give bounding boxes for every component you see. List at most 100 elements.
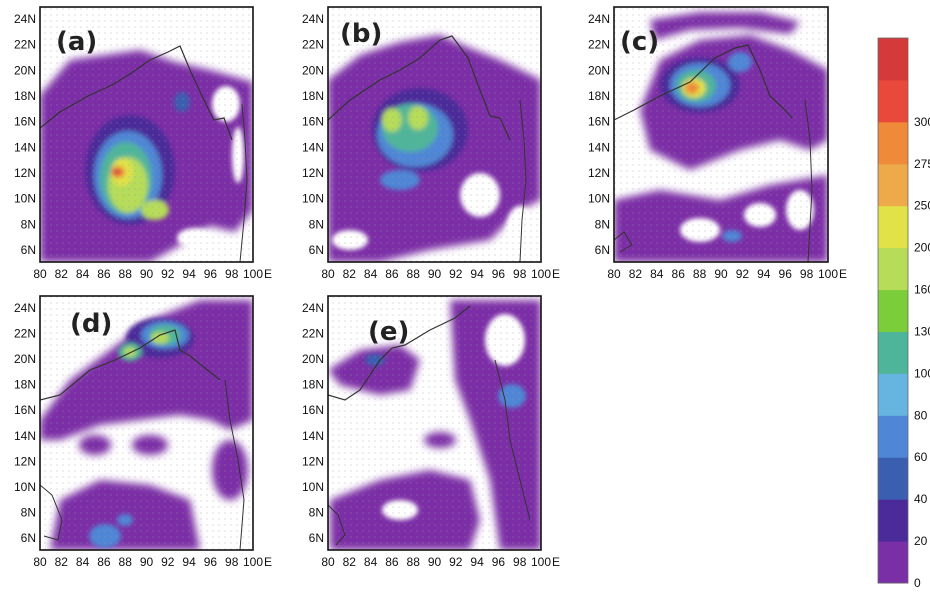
colorbar-label: 60 [914, 450, 928, 464]
lon-tick-label: 100 [531, 267, 551, 281]
panel-a-label: (a) [56, 27, 97, 57]
colorbar-segment [878, 205, 908, 249]
panel-b-frame [327, 6, 542, 263]
colorbar-segment [878, 247, 908, 291]
colorbar-segment [878, 121, 908, 165]
lon-tick-label: 96 [204, 267, 218, 281]
lon-tick-label: 86 [672, 267, 686, 281]
lat-tick-label: 22N [14, 38, 36, 52]
lat-tick-label: 18N [588, 89, 610, 103]
lon-tick-label: 92 [161, 267, 175, 281]
panel-b-field [328, 7, 541, 262]
lon-tick-label: 100 [531, 555, 551, 569]
lon-tick-label: 82 [343, 555, 357, 569]
lon-tick-label: 80 [607, 267, 621, 281]
lon-tick-label: 84 [76, 267, 90, 281]
lat-tick-label: 8N [595, 217, 610, 231]
colorbar-segment [878, 38, 908, 81]
lon-tick-label: 80 [33, 267, 47, 281]
lon-tick-label: 84 [76, 555, 90, 569]
lon-tick-label: 88 [119, 267, 133, 281]
lon-tick-label: 88 [119, 555, 133, 569]
lat-tick-label: 12N [14, 454, 36, 468]
lat-tick-label: 20N [302, 352, 324, 366]
lat-tick-label: 16N [302, 403, 324, 417]
lon-tick-label: 92 [736, 267, 750, 281]
lon-tick-label: 96 [492, 555, 506, 569]
axis-ticks: 80 82 84 86 88 90 92 94 96 98 100 E24N22N20N18N16N1… [14, 12, 847, 569]
lon-tick-label: 80 [33, 555, 47, 569]
lon-tick-label: 86 [385, 267, 399, 281]
colorbar-segment [878, 289, 908, 332]
lon-tick-label: 84 [364, 267, 378, 281]
lat-tick-label: 14N [14, 140, 36, 154]
lat-tick-label: 6N [595, 243, 610, 257]
lat-tick-label: 6N [309, 531, 324, 545]
lat-tick-label: 14N [302, 429, 324, 443]
lat-tick-label: 12N [302, 454, 324, 468]
lat-tick-label: 22N [14, 327, 36, 341]
lon-tick-label: 86 [97, 555, 111, 569]
lon-tick-label: 90 [428, 555, 442, 569]
lon-tick-label: 94 [757, 267, 771, 281]
colorbar-label: 250 [914, 199, 930, 213]
lat-tick-label: 6N [21, 531, 36, 545]
lon-tick-label: 94 [470, 267, 484, 281]
lon-tick-label: 94 [182, 555, 196, 569]
panel-e-frame [327, 295, 542, 551]
lat-tick-label: 20N [14, 352, 36, 366]
lon-tick-label: 98 [225, 555, 239, 569]
lat-tick-label: 16N [302, 115, 324, 129]
colorbar: 0 20 40 60 80 100 130 160 200 250 275 300 [877, 37, 930, 590]
lon-tick-label: 90 [714, 267, 728, 281]
lon-tick-label: 96 [204, 555, 218, 569]
coastline [614, 44, 793, 121]
colorbar-label: 130 [914, 324, 930, 338]
panel-b-label: (b) [340, 19, 382, 49]
panel-d-label: (d) [70, 309, 112, 339]
panel-a-field [40, 7, 253, 262]
lon-tick-label: 98 [513, 555, 527, 569]
panel-c: (c) [613, 6, 829, 263]
coastline [328, 305, 471, 401]
panel-e-field [328, 296, 541, 550]
lon-tick-label: 94 [470, 555, 484, 569]
lon-tick-label: 100 [243, 555, 263, 569]
lat-tick-label: 6N [309, 243, 324, 257]
panel-d-field [40, 296, 253, 550]
panel-d-frame [39, 295, 254, 551]
lon-tick-label: 86 [97, 267, 111, 281]
colorbar-frame [877, 37, 909, 584]
colorbar-label: 275 [914, 157, 930, 171]
panel-c-label: (c) [620, 27, 659, 57]
lon-tick-label: 80 [321, 267, 335, 281]
lat-tick-label: 14N [302, 140, 324, 154]
lat-tick-label: 22N [302, 38, 324, 52]
coastline [40, 329, 221, 401]
panel-d: (d) [39, 295, 254, 551]
lon-tick-label: 92 [449, 555, 463, 569]
lon-tick-label: 82 [55, 267, 69, 281]
lat-tick-label: 18N [302, 378, 324, 392]
panel-a: (a) [39, 6, 254, 263]
lat-tick-label: 22N [588, 38, 610, 52]
lon-tick-label: 98 [800, 267, 814, 281]
lat-tick-label: 16N [588, 115, 610, 129]
lat-tick-label: 12N [14, 166, 36, 180]
lat-tick-label: 12N [588, 166, 610, 180]
lat-tick-label: 10N [14, 192, 36, 206]
panel-e: (e) [327, 295, 542, 551]
lat-tick-label: 14N [14, 429, 36, 443]
colorbar-segment [878, 457, 908, 500]
lat-tick-label: 10N [14, 480, 36, 494]
lon-tick-label: 100 [243, 267, 263, 281]
lon-unit-label: E [264, 555, 272, 569]
lon-tick-label: 92 [161, 555, 175, 569]
lat-tick-label: 22N [302, 327, 324, 341]
lon-unit-label: E [264, 267, 272, 281]
lat-tick-label: 20N [302, 63, 324, 77]
lon-tick-label: 84 [364, 555, 378, 569]
lon-tick-label: 100 [818, 267, 838, 281]
lat-tick-label: 16N [14, 115, 36, 129]
